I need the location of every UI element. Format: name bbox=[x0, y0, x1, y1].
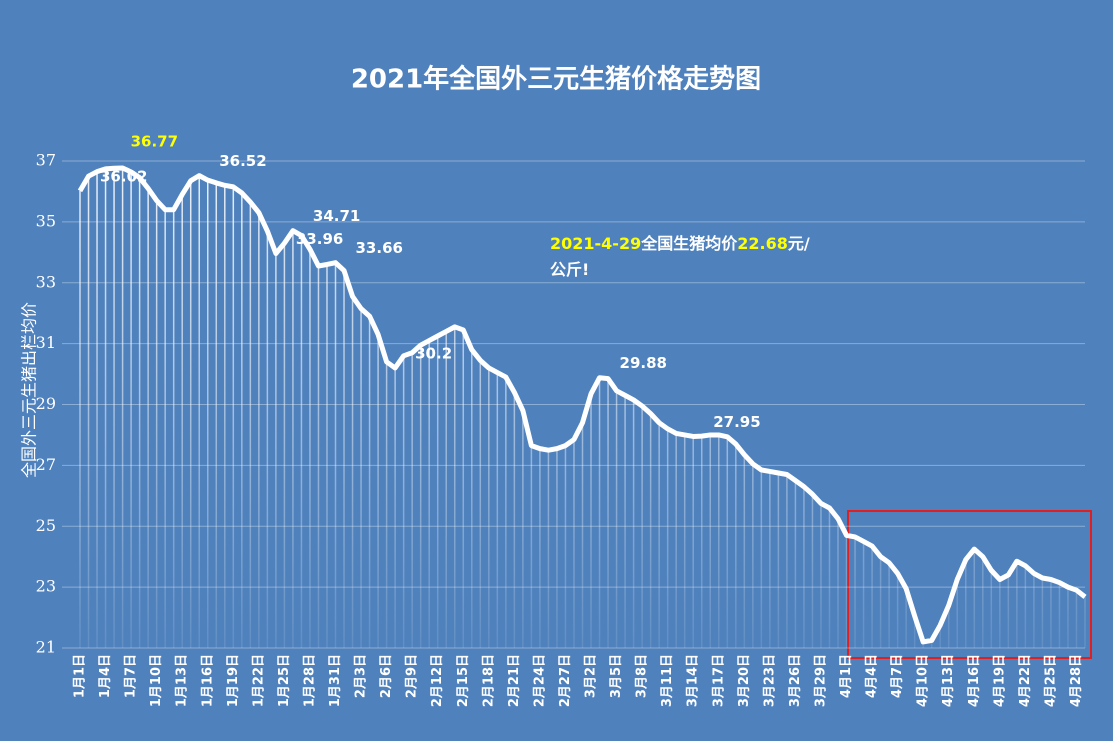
annotation-line: 2021-4-29全国生猪均价22.68元/ bbox=[550, 231, 810, 257]
data-label: 27.95 bbox=[713, 413, 760, 431]
x-tick-label: 1月4日 bbox=[98, 654, 113, 698]
x-tick-label: 3月2日 bbox=[584, 654, 599, 698]
x-tick-label: 3月26日 bbox=[788, 654, 803, 707]
data-label: 33.66 bbox=[356, 239, 403, 257]
x-tick-label: 2月15日 bbox=[456, 654, 471, 707]
x-tick-label: 4月4日 bbox=[865, 654, 880, 698]
x-tick-label: 1月16日 bbox=[200, 654, 215, 707]
data-label: 33.96 bbox=[296, 230, 343, 248]
highlight-box bbox=[847, 510, 1092, 659]
y-axis-label: 全国外三元生猪出栏均价 bbox=[20, 302, 39, 478]
x-tick-label: 2月6日 bbox=[379, 654, 394, 698]
x-tick-label: 4月28日 bbox=[1069, 654, 1084, 707]
x-tick-label: 4月19日 bbox=[992, 654, 1007, 707]
x-tick-label: 1月19日 bbox=[226, 654, 241, 707]
y-tick-label: 27 bbox=[36, 455, 56, 474]
annotation-text: 全国生猪均价 bbox=[641, 234, 738, 253]
data-label: 30.2 bbox=[415, 344, 452, 362]
annotation-line: 公斤! bbox=[550, 257, 810, 283]
x-tick-label: 2月24日 bbox=[532, 654, 547, 707]
x-tick-label: 3月23日 bbox=[762, 654, 777, 707]
price-line bbox=[77, 165, 1087, 645]
y-tick-label: 33 bbox=[36, 272, 56, 291]
x-tick-label: 4月25日 bbox=[1043, 654, 1058, 707]
x-tick-label: 3月20日 bbox=[737, 654, 752, 707]
y-tick-label: 29 bbox=[36, 394, 56, 413]
x-tick-label: 2月12日 bbox=[430, 654, 445, 707]
x-tick-label: 1月10日 bbox=[149, 654, 164, 707]
x-tick-label: 3月11日 bbox=[660, 654, 675, 707]
y-tick-label: 35 bbox=[36, 211, 56, 230]
x-tick-label: 2月27日 bbox=[558, 654, 573, 707]
x-tick-label: 4月13日 bbox=[941, 654, 956, 707]
data-label: 29.88 bbox=[620, 354, 667, 372]
annotation: 2021-4-29全国生猪均价22.68元/公斤! bbox=[550, 231, 810, 283]
x-tick-label: 1月7日 bbox=[124, 654, 139, 698]
x-tick-label: 4月22日 bbox=[1018, 654, 1033, 707]
x-tick-label: 1月1日 bbox=[73, 654, 88, 698]
x-tick-label: 3月29日 bbox=[813, 654, 828, 707]
x-tick-label: 4月16日 bbox=[967, 654, 982, 707]
y-tick-label: 37 bbox=[36, 151, 56, 170]
x-tick-label: 1月25日 bbox=[277, 654, 292, 707]
y-tick-label: 25 bbox=[36, 516, 56, 535]
x-tick-label: 2月3日 bbox=[354, 654, 369, 698]
x-tick-label: 4月10日 bbox=[916, 654, 931, 707]
x-tick-label: 1月22日 bbox=[251, 654, 266, 707]
data-label: 36.77 bbox=[131, 133, 178, 151]
data-label: 34.71 bbox=[313, 207, 360, 225]
x-tick-label: 4月7日 bbox=[890, 654, 905, 698]
y-tick-label: 23 bbox=[36, 577, 56, 596]
annotation-text: 公斤! bbox=[550, 260, 590, 279]
x-tick-label: 4月1日 bbox=[839, 654, 854, 698]
annotation-text: 2021-4-29 bbox=[550, 234, 642, 253]
x-tick-label: 2月21日 bbox=[507, 654, 522, 707]
data-label: 36.52 bbox=[219, 152, 266, 170]
chart-title: 2021年全国外三元生猪价格走势图 bbox=[351, 64, 761, 95]
annotation-text: 元/ bbox=[787, 234, 810, 253]
x-tick-label: 1月31日 bbox=[328, 654, 343, 707]
x-tick-label: 3月5日 bbox=[609, 654, 624, 698]
x-tick-label: 2月9日 bbox=[405, 654, 420, 698]
y-tick-label: 31 bbox=[36, 333, 56, 352]
x-tick-label: 3月8日 bbox=[635, 654, 650, 698]
x-tick-label: 3月17日 bbox=[711, 654, 726, 707]
annotation-text: 22.68 bbox=[737, 234, 788, 253]
x-tick-label: 1月28日 bbox=[302, 654, 317, 707]
x-tick-label: 1月13日 bbox=[175, 654, 190, 707]
x-tick-label: 2月18日 bbox=[481, 654, 496, 707]
x-tick-label: 3月14日 bbox=[686, 654, 701, 707]
data-label: 36.02 bbox=[100, 167, 147, 185]
y-tick-label: 21 bbox=[36, 638, 56, 657]
